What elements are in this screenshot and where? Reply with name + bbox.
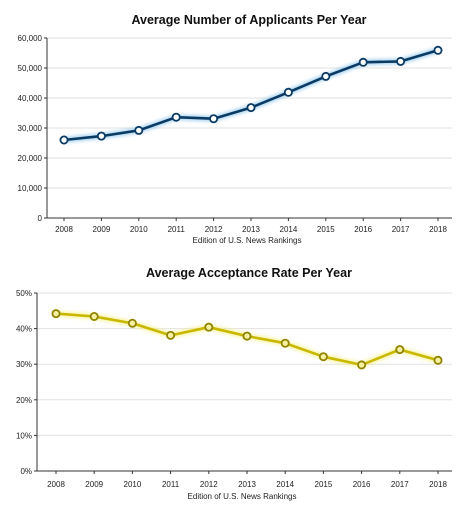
applicants-chart: Average Number of Applicants Per Year 0 1… [18, 13, 452, 245]
series-acceptance-rate [51, 309, 443, 370]
x-tick-label: 2017 [391, 480, 409, 489]
data-point [395, 345, 405, 355]
y-tick-label: 30% [16, 360, 32, 369]
y-tick-label: 0 [38, 214, 43, 223]
acceptance-chart: Average Acceptance Rate Per Year 0% 10% 20… [16, 266, 452, 501]
x-axis-label: Edition of U.S. News Rankings [188, 492, 297, 501]
chart-title: Average Acceptance Rate Per Year [146, 266, 352, 280]
data-point [209, 114, 219, 124]
data-point [59, 135, 69, 145]
y-tick-label: 40,000 [18, 94, 43, 103]
series-glow [63, 47, 439, 143]
x-tick-label: 2009 [93, 225, 111, 234]
x-tick-label: 2013 [238, 480, 256, 489]
x-tick-label: 2016 [353, 480, 371, 489]
x-tick-label: 2009 [85, 480, 103, 489]
data-point [96, 131, 106, 141]
x-tick-label: 2012 [200, 480, 218, 489]
y-axis-ticks: 0 10,000 20,000 30,000 40,000 50,000 60,000 [18, 34, 47, 223]
data-point [127, 318, 137, 328]
series-applicants [59, 45, 443, 145]
x-tick-label: 2015 [315, 480, 333, 489]
y-tick-label: 10,000 [18, 184, 43, 193]
data-point [171, 112, 181, 122]
data-point [396, 56, 406, 66]
y-tick-label: 50,000 [18, 64, 43, 73]
x-tick-label: 2018 [429, 225, 447, 234]
y-tick-label: 60,000 [18, 34, 43, 43]
y-axis-ticks: 0% 10% 20% 30% 40% 50% [16, 289, 37, 476]
data-point [134, 125, 144, 135]
gridlines [37, 292, 452, 436]
x-tick-label: 2017 [392, 225, 410, 234]
data-point [357, 360, 367, 370]
y-tick-label: 50% [16, 289, 32, 298]
x-axis-label: Edition of U.S. News Rankings [193, 236, 302, 245]
x-tick-label: 2018 [429, 480, 447, 489]
y-tick-label: 40% [16, 325, 32, 334]
chart-title: Average Number of Applicants Per Year [131, 13, 366, 27]
x-tick-label: 2014 [276, 480, 294, 489]
y-tick-label: 30,000 [18, 124, 43, 133]
data-point [433, 355, 443, 365]
x-tick-label: 2010 [130, 225, 148, 234]
x-tick-label: 2008 [55, 225, 73, 234]
x-tick-label: 2013 [242, 225, 260, 234]
x-tick-label: 2016 [354, 225, 372, 234]
data-point [242, 331, 252, 341]
x-axis-ticks: 2008 2009 2010 2011 2012 2013 2014 2015 2016 2017… [55, 218, 447, 234]
data-point [204, 322, 214, 332]
y-tick-label: 10% [16, 431, 32, 440]
x-axis-ticks: 2008 2009 2010 2011 2012 2013 2014 2015 2016 2017… [47, 471, 447, 489]
x-tick-label: 2012 [205, 225, 223, 234]
data-point [51, 309, 61, 319]
y-tick-label: 20% [16, 396, 32, 405]
y-tick-label: 20,000 [18, 154, 43, 163]
x-tick-label: 2010 [124, 480, 142, 489]
data-point [280, 338, 290, 348]
y-tick-label: 0% [20, 467, 32, 476]
x-tick-label: 2011 [162, 480, 180, 489]
data-point [246, 103, 256, 113]
data-point [433, 45, 443, 55]
x-tick-label: 2008 [47, 480, 65, 489]
data-point [89, 311, 99, 321]
data-point [283, 87, 293, 97]
data-point [318, 352, 328, 362]
data-point [166, 330, 176, 340]
x-tick-label: 2015 [317, 225, 335, 234]
x-tick-label: 2011 [168, 225, 186, 234]
data-point [321, 71, 331, 81]
data-point [358, 57, 368, 67]
x-tick-label: 2014 [280, 225, 298, 234]
gridlines [47, 37, 452, 189]
